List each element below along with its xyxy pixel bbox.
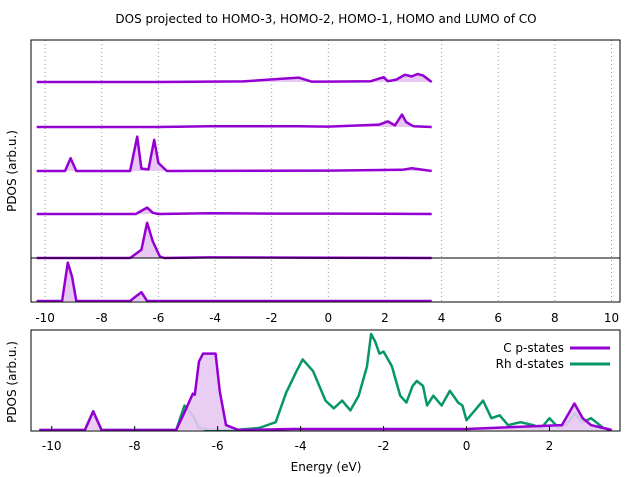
top-series-3-fill [36, 136, 432, 171]
top-series-5-line [36, 221, 432, 260]
top-series-4-line [36, 206, 432, 216]
legend: C p-states Rh d-states [496, 341, 610, 371]
x-axis-label: Energy (eV) [291, 460, 362, 474]
x-tick-label: 4 [438, 311, 446, 325]
series-c-p-states-line [39, 352, 612, 432]
legend-label-rh-d-states: Rh d-states [496, 357, 564, 371]
x-tick-label: -6 [212, 439, 224, 453]
top-series-2-fill [36, 114, 432, 127]
top-series [36, 72, 433, 303]
chart-title: DOS projected to HOMO-3, HOMO-2, HOMO-1,… [115, 12, 536, 26]
x-tick-label: -8 [96, 311, 108, 325]
x-tick-label: 8 [551, 311, 559, 325]
bottom-panel: -10 -8 -6 -4 -2 0 2 PDOS (arb.u.) Energy (eV) … [5, 329, 621, 474]
top-series-6-line [36, 261, 432, 303]
x-tick-label: -4 [209, 311, 221, 325]
x-tick-label: -10 [42, 439, 62, 453]
x-tick-label: 0 [325, 311, 333, 325]
top-panel: -10 -8 -6 -4 -2 0 2 4 6 8 10 PDOS (arb.u.) [5, 39, 621, 325]
x-tick-label: 0 [463, 439, 471, 453]
top-series-3-line [36, 135, 432, 173]
top-y-axis-label: PDOS (arb.u.) [5, 130, 19, 212]
bottom-y-axis-label: PDOS (arb.u.) [5, 341, 19, 423]
x-tick-label: -10 [35, 311, 55, 325]
legend-label-c-p-states: C p-states [503, 341, 564, 355]
x-tick-label: 2 [546, 439, 554, 453]
x-tick-label: -8 [129, 439, 141, 453]
bottom-plot-frame [30, 329, 621, 432]
top-series-1-line [36, 72, 433, 84]
x-tick-label: 2 [381, 311, 389, 325]
top-series-5-fill [36, 222, 432, 258]
x-tick-label: -2 [378, 439, 390, 453]
x-tick-label: 6 [494, 311, 502, 325]
x-tick-label: -2 [266, 311, 278, 325]
top-plot-frame [30, 39, 621, 303]
series-c-p-states-fill [39, 353, 612, 430]
top-series-6-fill [36, 262, 432, 301]
bottom-series [39, 332, 612, 432]
x-tick-label: -4 [295, 439, 307, 453]
x-tick-label: -6 [152, 311, 164, 325]
x-tick-label: 10 [604, 311, 619, 325]
bottom-x-ticks: -10 -8 -6 -4 -2 0 2 [42, 426, 553, 453]
top-series-2-line [36, 113, 432, 129]
top-x-ticks: -10 -8 -6 -4 -2 0 2 4 6 8 10 [35, 311, 619, 325]
